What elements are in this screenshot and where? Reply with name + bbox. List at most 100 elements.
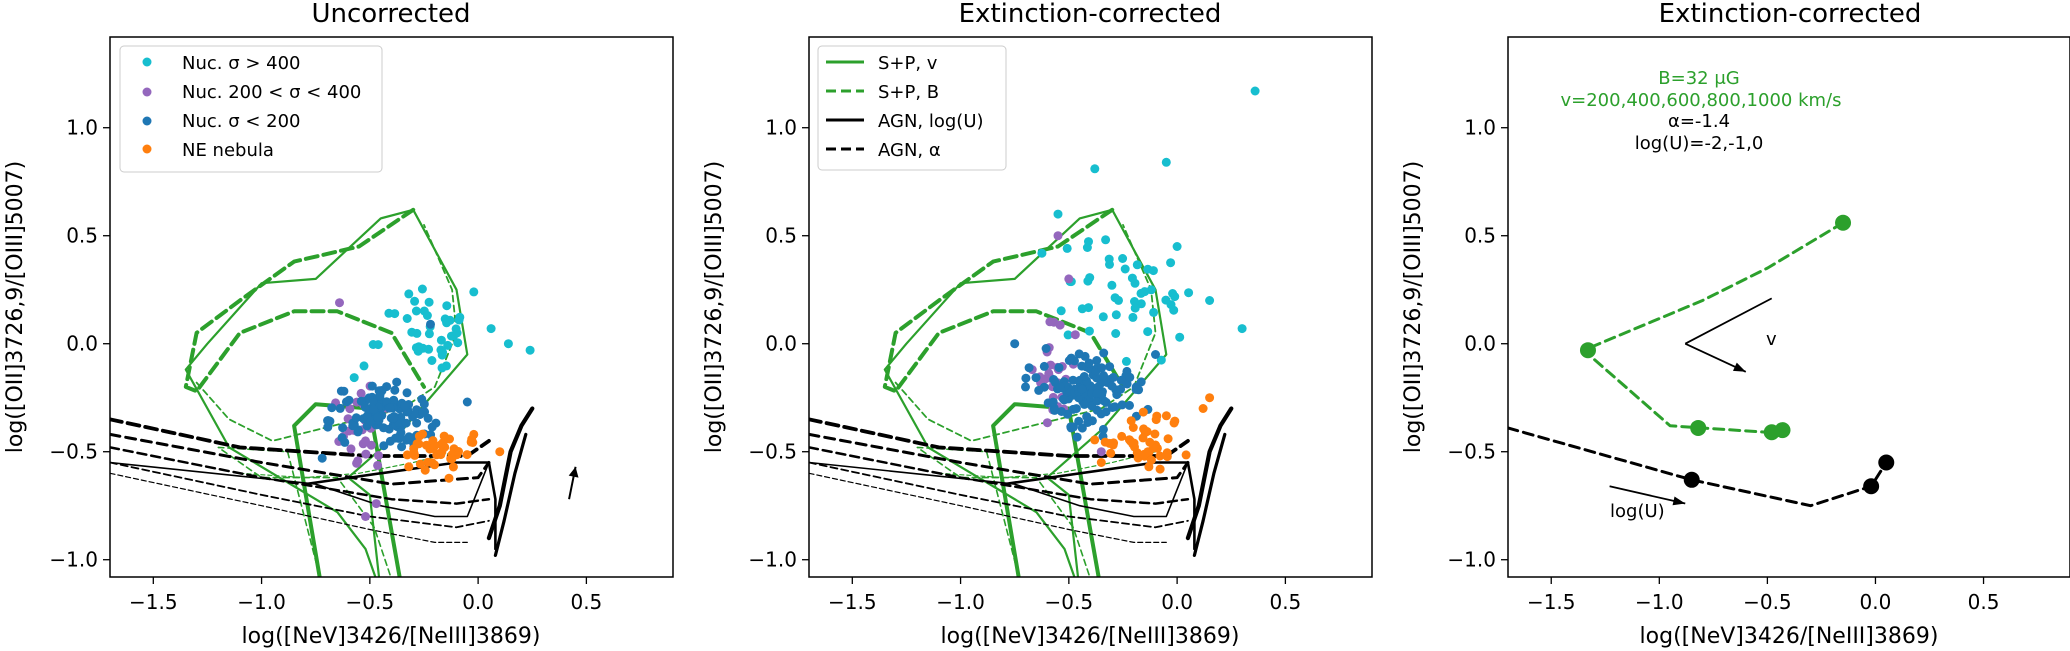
- y-tick-label: −1.0: [49, 548, 98, 572]
- scatter-point-cyan: [1166, 300, 1176, 310]
- scatter-point-purple: [352, 458, 362, 468]
- legend-marker-blue: [142, 116, 152, 126]
- scatter-point-cyan: [1130, 303, 1140, 313]
- vector-logu-arrow: [1609, 485, 1686, 505]
- scatter-point-purple: [335, 298, 344, 308]
- scatter-point-blue: [1101, 407, 1111, 417]
- scatter-point-purple: [361, 449, 371, 459]
- scatter-point-cyan: [1084, 303, 1093, 313]
- scatter-point-purple: [374, 451, 383, 460]
- scatter-point-cyan: [1143, 327, 1153, 337]
- scatter-point-blue: [419, 399, 429, 409]
- y-tick-label: 0.5: [66, 224, 98, 248]
- scatter-point-cyan: [427, 356, 437, 365]
- axes-frame: [808, 36, 1373, 578]
- scatter-point-blue: [1108, 372, 1118, 382]
- legend-label: NE nebula: [182, 140, 274, 161]
- annotation-logu: log(U)=-2,-1,0: [1635, 133, 1764, 154]
- model-marker-green: [1579, 342, 1596, 359]
- scatter-point-cyan: [486, 324, 496, 334]
- scatter-point-blue: [385, 436, 395, 446]
- scatter-point-orange: [447, 454, 457, 464]
- model-marker-black: [1863, 478, 1880, 495]
- scatter-point-orange: [1150, 429, 1160, 439]
- x-tick-label: −1.5: [1527, 590, 1576, 614]
- panel-extinction-corrected-model: Extinction-corrected −1.5 −1.0 −0.5 0.0 0.5 −…: [1401, 0, 2070, 649]
- scatter-point-blue: [360, 402, 370, 412]
- model-line-agn-logu: [809, 461, 1189, 518]
- scatter-point-cyan: [1128, 312, 1138, 322]
- scatter-point-cyan: [1132, 260, 1142, 270]
- model-line-agn-logu: [1185, 406, 1234, 541]
- scatter-point-blue: [1041, 344, 1051, 353]
- x-tick-label: −1.0: [1635, 590, 1684, 614]
- model-marker-green: [1774, 422, 1791, 439]
- x-tick-label: −1.0: [237, 590, 286, 614]
- model-line-agn-alpha: [809, 461, 1189, 529]
- plot-area: [809, 86, 1260, 577]
- scatter-point-orange: [439, 431, 449, 441]
- scatter-point-blue: [379, 441, 389, 451]
- annotation-velocities: v=200,400,600,800,1000 km/s: [1561, 90, 1842, 111]
- scatter-point-cyan: [1127, 273, 1137, 283]
- scatter-point-purple: [1070, 330, 1080, 340]
- scatter-point-blue: [1077, 384, 1087, 394]
- vector-v-label: v: [1766, 329, 1777, 350]
- x-tick-label: −0.5: [1743, 590, 1792, 614]
- scatter-point-blue: [327, 403, 337, 413]
- axes-frame: [1507, 36, 2070, 578]
- scatter-point-cyan: [1121, 356, 1131, 366]
- model-line-agn-alpha: [809, 417, 1190, 458]
- scatter-point-purple: [1055, 320, 1065, 330]
- y-tick-label: −1.0: [748, 548, 797, 572]
- scatter-point-cyan: [1237, 324, 1247, 334]
- scatter-point-purple: [1053, 231, 1063, 241]
- scatter-point-blue: [404, 432, 414, 442]
- model-line-agn-alpha: [110, 446, 491, 505]
- scatter-point-cyan: [1062, 243, 1072, 253]
- scatter-point-orange: [430, 440, 440, 450]
- scatter-point-blue: [353, 427, 363, 437]
- scatter-point-blue: [1072, 432, 1082, 442]
- scatter-point-cyan: [410, 296, 420, 306]
- scatter-point-blue: [382, 382, 392, 392]
- scatter-point-orange: [410, 450, 420, 460]
- model-line-sp-b: [938, 451, 1157, 479]
- scatter-point-blue: [1068, 375, 1078, 385]
- scatter-point-orange: [1181, 450, 1191, 460]
- axes-frame: [109, 36, 674, 578]
- x-tick-label: −1.5: [828, 590, 877, 614]
- scatter-point-blue: [462, 397, 472, 407]
- model-line-agn-logu: [493, 432, 528, 558]
- y-axis-label: log([OII]3726,9/[OIII]5007): [702, 161, 727, 454]
- scatter-point-blue: [1131, 384, 1141, 394]
- scatter-point-cyan: [424, 297, 434, 307]
- scatter-point-blue: [373, 412, 382, 422]
- y-tick-label: 0.5: [765, 224, 797, 248]
- y-tick-label: 0.0: [66, 332, 98, 356]
- scatter-point-blue: [323, 422, 333, 432]
- scatter-point-cyan: [1130, 297, 1139, 306]
- scatter-point-purple: [1096, 447, 1106, 457]
- model-marker-green: [1835, 214, 1852, 231]
- scatter-point-cyan: [469, 287, 479, 297]
- scatter-point-orange: [1155, 464, 1165, 474]
- scatter-point-cyan: [455, 312, 465, 322]
- scatter-point-blue: [337, 433, 347, 443]
- x-tick-label: −0.5: [1045, 590, 1094, 614]
- scatter-point-purple: [1045, 317, 1055, 327]
- scatter-point-orange: [418, 429, 427, 439]
- scatter-point-cyan: [503, 339, 513, 349]
- scatter-point-cyan: [1105, 259, 1114, 269]
- annotation-alpha: α=-1.4: [1668, 111, 1730, 132]
- scatter-point-blue: [348, 421, 358, 431]
- scatter-point-blue: [1079, 372, 1089, 381]
- x-tick-label: 0.5: [1968, 590, 2000, 614]
- model-line-green: [1582, 221, 1845, 434]
- scatter-point-cyan: [1111, 329, 1121, 338]
- scatter-point-blue: [1054, 363, 1064, 373]
- scatter-point-cyan: [1149, 307, 1159, 317]
- scatter-point-orange: [1126, 416, 1136, 426]
- scatter-point-blue: [385, 403, 395, 413]
- y-axis-label: log([OII]3726,9/[OIII]5007): [3, 161, 28, 454]
